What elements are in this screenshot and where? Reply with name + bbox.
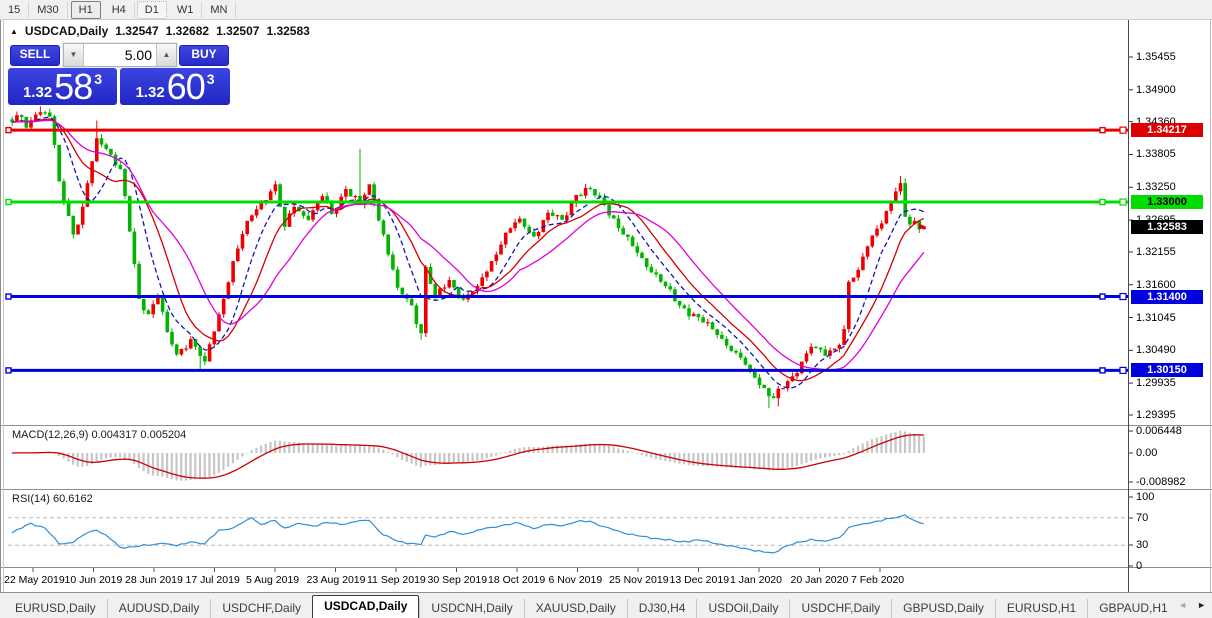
- chart-tab-GBPUSD-Daily[interactable]: GBPUSD,Daily: [891, 599, 995, 618]
- buy-button[interactable]: BUY: [179, 45, 229, 66]
- rsi-indicator-label: RSI(14) 60.6162: [12, 493, 93, 505]
- tabbar-top-border: [0, 592, 1212, 593]
- timeframe-button-15[interactable]: 15: [0, 1, 30, 18]
- tab-scroll-right-icon[interactable]: ►: [1197, 600, 1206, 610]
- date-axis-label-30-Sep-2019: 30 Sep 2019: [427, 574, 488, 586]
- sell-price-point: 3: [94, 71, 103, 87]
- price-axis-label-1.33250: 1.33250: [1136, 181, 1176, 194]
- date-axis-label-6-Nov-2019: 6 Nov 2019: [548, 574, 603, 586]
- buy-price-figure: 1.32: [135, 84, 165, 101]
- price-tag-1.33000: 1.33000: [1131, 195, 1203, 210]
- one-click-trading-panel: SELL ▼ ▲ BUY 1.32 58 3 1.32 60 3: [8, 42, 230, 105]
- rsi-axis-label-30: 30: [1136, 539, 1149, 551]
- price-axis-border: [1128, 19, 1129, 592]
- macd-indicator-label: MACD(12,26,9) 0.004317 0.005204: [12, 429, 187, 441]
- window-left-border: [0, 19, 1, 592]
- chart-tab-USDCNH-Daily[interactable]: USDCNH,Daily: [419, 599, 523, 618]
- sell-price-figure: 1.32: [22, 84, 53, 101]
- price-axis-label-1.31045: 1.31045: [1136, 311, 1176, 324]
- date-axis-label-10-Jun-2019: 10 Jun 2019: [64, 574, 123, 586]
- chart-tab-DJ30-H4[interactable]: DJ30,H4: [626, 599, 697, 618]
- timeframe-button-H1[interactable]: H1: [70, 0, 101, 19]
- price-tag-1.30150: 1.30150: [1131, 363, 1203, 378]
- chart-tab-XAUUSD-Daily[interactable]: XAUUSD,Daily: [523, 599, 627, 618]
- current-price-tag: 1.32583: [1131, 219, 1203, 234]
- rsi-axis-label-0: 0: [1136, 560, 1143, 572]
- date-axis-label-23-Aug-2019: 23 Aug 2019: [306, 574, 366, 586]
- close-price: 1.32583: [266, 24, 310, 38]
- price-axis-label-1.32155: 1.32155: [1136, 245, 1176, 258]
- sell-price-quote[interactable]: 1.32 58 3: [8, 68, 117, 105]
- price-axis-label-1.35455: 1.35455: [1136, 51, 1176, 63]
- date-axis-label-7-Feb-2020: 7 Feb 2020: [851, 574, 905, 586]
- price-tag-1.31400: 1.31400: [1131, 289, 1203, 304]
- volume-decrease-icon[interactable]: ▼: [64, 44, 84, 66]
- rsi-pane-separator[interactable]: [0, 489, 1212, 490]
- price-tag-1.34217: 1.34217: [1131, 123, 1203, 138]
- tab-scroll-arrows: ◄ ►: [1178, 600, 1206, 610]
- timeframe-button-MN[interactable]: MN: [202, 1, 237, 18]
- low-price: 1.32507: [216, 24, 260, 38]
- date-axis-label-5-Aug-2019: 5 Aug 2019: [246, 574, 300, 586]
- date-axis-label-13-Dec-2019: 13 Dec 2019: [669, 574, 730, 586]
- chart-tab-USDCAD-Daily[interactable]: USDCAD,Daily: [312, 595, 420, 618]
- macd-axis-label-0.006448: 0.006448: [1136, 425, 1182, 437]
- symbol-period-label: USDCAD,Daily: [24, 24, 109, 38]
- chart-tab-AUDUSD-Daily[interactable]: AUDUSD,Daily: [106, 599, 211, 618]
- high-price: 1.32682: [165, 24, 210, 38]
- chart-tab-bar: EURUSD,Daily AUDUSD,Daily USDCHF,Daily USDC…: [0, 593, 1212, 618]
- chart-ohlc-header: ▲ USDCAD,Daily 1.32547 1.32682 1.32507 1…: [10, 24, 310, 38]
- timeframe-button-W1[interactable]: W1: [169, 1, 203, 18]
- collapse-triangle-icon[interactable]: ▲: [10, 26, 18, 36]
- window-left-inner-border: [3, 19, 4, 592]
- volume-increase-icon[interactable]: ▲: [156, 44, 176, 66]
- timeframe-button-H4[interactable]: H4: [104, 1, 135, 18]
- chart-tab-USDCHF-Daily[interactable]: USDCHF,Daily: [210, 599, 312, 618]
- buy-price-point: 3: [206, 71, 215, 87]
- rsi-axis-label-100: 100: [1136, 491, 1155, 503]
- macd-pane-separator[interactable]: [0, 425, 1212, 426]
- price-axis-label-1.29935: 1.29935: [1136, 377, 1176, 390]
- buy-price-pips: 60: [166, 65, 206, 107]
- chart-tab-GBPAUD-H1[interactable]: GBPAUD,H1: [1087, 599, 1178, 618]
- open-price: 1.32547: [115, 24, 159, 38]
- timeframe-button-D1[interactable]: D1: [136, 0, 167, 19]
- chart-tab-USDOil-Daily[interactable]: USDOil,Daily: [696, 599, 789, 618]
- date-axis-separator: [0, 567, 1212, 568]
- chart-tab-EURUSD-Daily[interactable]: EURUSD,Daily: [15, 601, 96, 615]
- macd-axis-label--0.008982: -0.008982: [1136, 476, 1186, 488]
- volume-control: ▼ ▲: [63, 43, 177, 67]
- date-axis-label-17-Jul-2019: 17 Jul 2019: [185, 574, 240, 586]
- sell-price-pips: 58: [54, 65, 93, 107]
- price-axis-label-1.31600: 1.31600: [1136, 278, 1176, 291]
- date-axis-label-25-Nov-2019: 25 Nov 2019: [609, 574, 669, 586]
- timeframe-button-M30[interactable]: M30: [29, 1, 68, 18]
- chart-tabs: EURUSD,Daily AUDUSD,Daily USDCHF,Daily USDC…: [4, 593, 1179, 618]
- timeframe-toolbar: 15 M30 H1 H4 D1 W1 MN: [0, 0, 1212, 20]
- date-axis-label-28-Jun-2019: 28 Jun 2019: [125, 574, 183, 586]
- volume-input[interactable]: [84, 44, 156, 66]
- macd-axis-label-0.00: 0.00: [1136, 447, 1158, 459]
- price-axis-label-1.29395: 1.29395: [1136, 409, 1176, 421]
- window-right-border: [1210, 19, 1211, 592]
- tab-scroll-left-icon[interactable]: ◄: [1178, 600, 1188, 610]
- price-axis-label-1.30490: 1.30490: [1136, 344, 1176, 357]
- chart-tab-USDCHF-Daily[interactable]: USDCHF,Daily: [789, 599, 891, 618]
- date-axis-label-18-Oct-2019: 18 Oct 2019: [488, 574, 546, 586]
- buy-price-quote[interactable]: 1.32 60 3: [120, 68, 230, 105]
- chart-tab-EURUSD-H1[interactable]: EURUSD,H1: [994, 599, 1087, 618]
- rsi-axis-label-70: 70: [1136, 512, 1149, 524]
- sell-button[interactable]: SELL: [10, 45, 60, 66]
- date-axis-label-22-May-2019: 22 May 2019: [4, 574, 65, 586]
- date-axis-label-1-Jan-2020: 1 Jan 2020: [730, 574, 782, 586]
- date-axis-label-11-Sep-2019: 11 Sep 2019: [367, 574, 426, 586]
- date-axis-label-20-Jan-2020: 20 Jan 2020: [790, 574, 849, 586]
- price-axis-label-1.34900: 1.34900: [1136, 83, 1176, 96]
- price-axis-label-1.33805: 1.33805: [1136, 148, 1176, 161]
